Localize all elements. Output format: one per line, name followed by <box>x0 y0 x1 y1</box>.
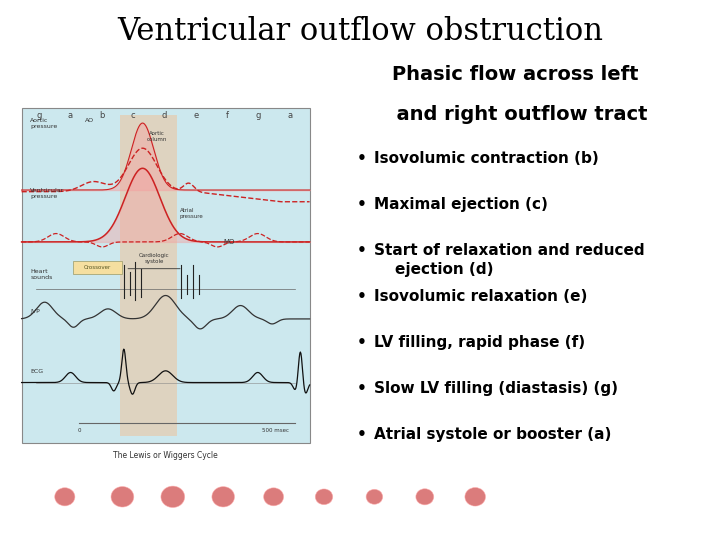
Text: AO: AO <box>85 118 94 123</box>
Text: a: a <box>287 111 292 120</box>
Text: Ventricular
pressure: Ventricular pressure <box>30 188 65 199</box>
Text: •: • <box>356 427 366 442</box>
Ellipse shape <box>315 489 333 505</box>
Ellipse shape <box>465 488 485 506</box>
Text: b: b <box>99 111 104 120</box>
Text: 0: 0 <box>78 428 81 433</box>
Text: g: g <box>36 111 42 120</box>
Text: e: e <box>193 111 199 120</box>
Text: Ventricular outflow obstruction: Ventricular outflow obstruction <box>117 16 603 47</box>
Text: LV filling, rapid phase (f): LV filling, rapid phase (f) <box>374 335 585 350</box>
Text: •: • <box>356 197 366 212</box>
Bar <box>73 261 122 274</box>
Text: Aortic
column: Aortic column <box>147 131 167 142</box>
Ellipse shape <box>111 487 134 507</box>
Text: Heart
sounds: Heart sounds <box>30 269 53 280</box>
Text: a: a <box>68 111 73 120</box>
Text: Phasic flow across left: Phasic flow across left <box>392 65 638 84</box>
Text: Crossover: Crossover <box>84 265 111 270</box>
Text: Atrial systole or booster (a): Atrial systole or booster (a) <box>374 427 612 442</box>
Text: and right outflow tract: and right outflow tract <box>382 105 647 124</box>
Text: c: c <box>131 111 135 120</box>
Text: •: • <box>356 335 366 350</box>
Text: The Lewis or Wiggers Cycle: The Lewis or Wiggers Cycle <box>113 451 218 460</box>
Text: Isovolumic contraction (b): Isovolumic contraction (b) <box>374 151 599 166</box>
Text: •: • <box>356 243 366 258</box>
Ellipse shape <box>416 489 433 505</box>
Text: Cardiologic
systole: Cardiologic systole <box>139 253 169 264</box>
Text: JVP: JVP <box>30 309 40 314</box>
Text: •: • <box>356 381 366 396</box>
Text: Maximal ejection (c): Maximal ejection (c) <box>374 197 548 212</box>
Text: MO: MO <box>223 239 235 245</box>
Text: •: • <box>356 289 366 304</box>
Text: Isovolumic relaxation (e): Isovolumic relaxation (e) <box>374 289 588 304</box>
Bar <box>120 114 177 436</box>
Ellipse shape <box>212 487 235 507</box>
Text: 500 msec: 500 msec <box>261 428 289 433</box>
Text: g: g <box>256 111 261 120</box>
Ellipse shape <box>366 489 383 504</box>
Ellipse shape <box>161 486 184 508</box>
Text: Atrial
pressure: Atrial pressure <box>180 208 204 219</box>
Ellipse shape <box>55 488 75 506</box>
Text: Aortic
pressure: Aortic pressure <box>30 118 58 129</box>
Text: Start of relaxation and reduced
    ejection (d): Start of relaxation and reduced ejection… <box>374 243 645 276</box>
Text: •: • <box>356 151 366 166</box>
Text: f: f <box>226 111 229 120</box>
Ellipse shape <box>264 488 284 506</box>
Text: ECG: ECG <box>30 369 43 374</box>
Text: Slow LV filling (diastasis) (g): Slow LV filling (diastasis) (g) <box>374 381 618 396</box>
Text: d: d <box>162 111 167 120</box>
Bar <box>22 108 310 443</box>
